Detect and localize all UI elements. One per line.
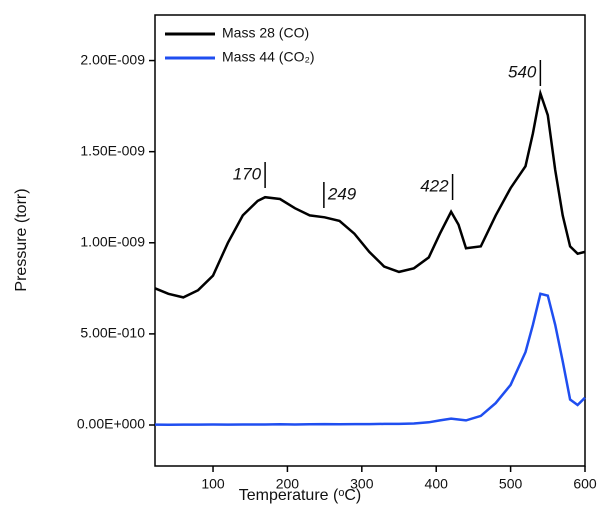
y-tick-label: 1.50E-009 xyxy=(80,142,145,158)
x-tick-label: 400 xyxy=(425,476,449,492)
x-tick-label: 500 xyxy=(499,476,523,492)
annotation-label: 170 xyxy=(233,164,262,183)
y-tick-label: 2.00E-009 xyxy=(80,51,145,67)
annotation-label: 540 xyxy=(508,62,537,81)
x-axis-label: Temperature (ᵒC) xyxy=(239,487,362,504)
x-tick-label: 200 xyxy=(276,476,300,492)
annotation-label: 249 xyxy=(327,184,357,203)
annotation-label: 422 xyxy=(420,176,449,195)
plot-frame xyxy=(154,14,586,467)
y-tick-label: 1.00E-009 xyxy=(80,233,145,249)
x-tick-label: 300 xyxy=(350,476,374,492)
x-tick-label: 100 xyxy=(201,476,225,492)
legend-label: Mass 44 (CO₂) xyxy=(222,49,315,65)
data-line xyxy=(154,88,586,299)
data-line xyxy=(154,292,586,427)
y-tick-label: 5.00E-010 xyxy=(80,325,145,341)
x-tick-label: 600 xyxy=(573,476,597,492)
y-tick-label: 0.00E+000 xyxy=(77,416,145,432)
y-axis-label: Pressure (torr) xyxy=(13,188,30,291)
legend-label: Mass 28 (CO) xyxy=(222,25,309,41)
